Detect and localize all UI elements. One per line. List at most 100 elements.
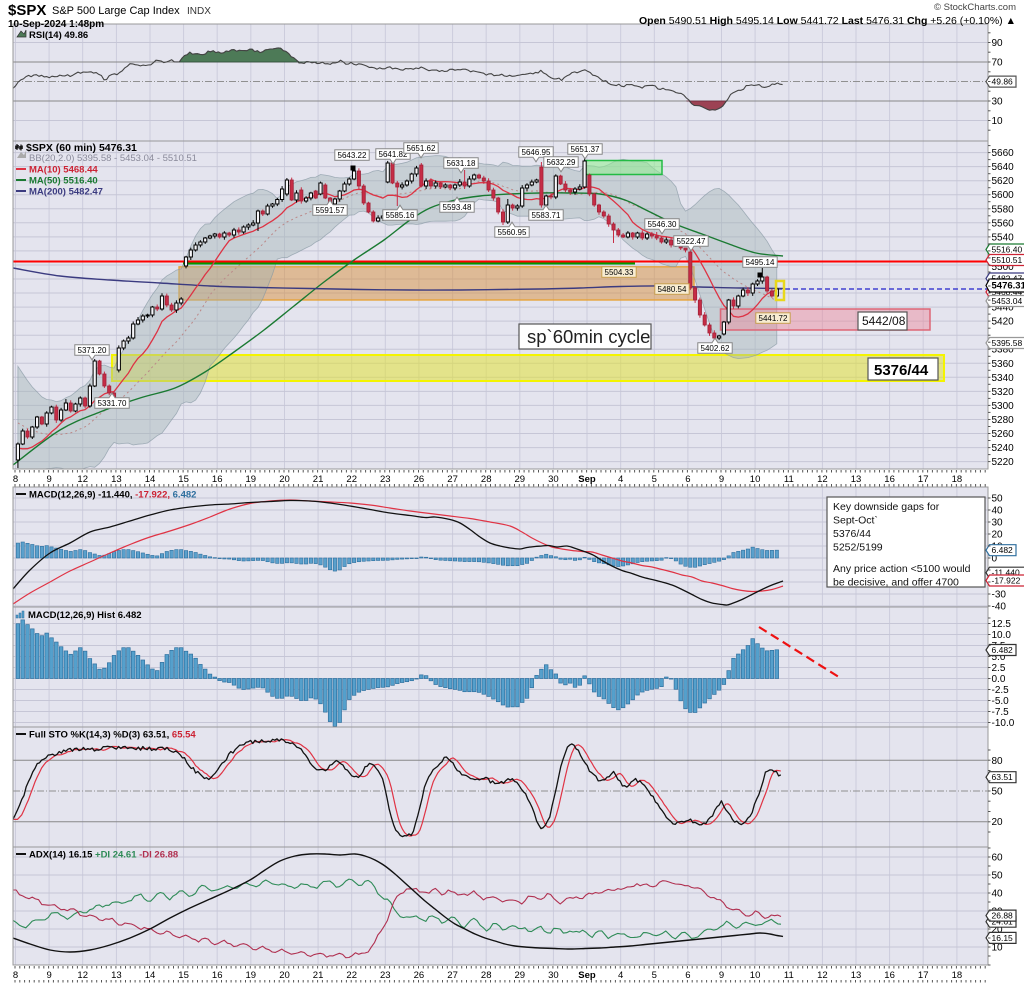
svg-text:0.0: 0.0 [992, 674, 1006, 685]
svg-text:-40: -40 [992, 602, 1007, 613]
svg-text:5560.95: 5560.95 [498, 228, 527, 237]
svg-text:80: 80 [992, 756, 1004, 767]
svg-text:5376/44: 5376/44 [833, 528, 871, 540]
svg-text:5540: 5540 [992, 232, 1015, 243]
svg-text:ADX(14) 16.15 +DI 24.61 -DI 26: ADX(14) 16.15 +DI 24.61 -DI 26.88 [29, 850, 178, 861]
svg-text:70: 70 [992, 58, 1004, 69]
svg-text:5585.16: 5585.16 [386, 211, 415, 220]
svg-text:5: 5 [652, 474, 657, 485]
svg-text:-7.5: -7.5 [992, 707, 1010, 718]
svg-text:BB(20,2.0) 5395.58 - 5453.04 -: BB(20,2.0) 5395.58 - 5453.04 - 5510.51 [29, 153, 197, 164]
svg-text:40: 40 [992, 506, 1004, 517]
svg-text:17: 17 [918, 970, 929, 981]
svg-text:5660: 5660 [992, 148, 1015, 159]
svg-text:-17.922: -17.922 [992, 576, 1021, 586]
svg-text:$SPX: $SPX [8, 2, 46, 19]
svg-text:5: 5 [652, 970, 657, 981]
svg-text:5583.71: 5583.71 [532, 211, 561, 220]
svg-text:30: 30 [992, 97, 1004, 108]
svg-text:5331.70: 5331.70 [98, 399, 127, 408]
svg-text:12: 12 [77, 970, 88, 981]
svg-text:5260: 5260 [992, 429, 1015, 440]
svg-text:5651.62: 5651.62 [407, 144, 436, 153]
svg-text:13: 13 [111, 474, 122, 485]
svg-text:Sept-Oct`: Sept-Oct` [833, 515, 878, 527]
svg-text:30: 30 [548, 970, 559, 981]
svg-text:5395.58: 5395.58 [992, 338, 1023, 348]
svg-text:29: 29 [515, 474, 526, 485]
svg-text:Open 5490.51 High 5495.14 Low: Open 5490.51 High 5495.14 Low 5441.72 La… [639, 15, 1016, 27]
svg-text:RSI(14) 49.86: RSI(14) 49.86 [29, 30, 88, 41]
svg-text:MA(200) 5482.47: MA(200) 5482.47 [29, 187, 103, 198]
svg-text:5504.33: 5504.33 [605, 268, 634, 277]
svg-text:Key downside gaps for: Key downside gaps for [833, 501, 940, 513]
svg-text:11: 11 [784, 970, 794, 981]
svg-text:50: 50 [992, 787, 1004, 798]
svg-text:17: 17 [918, 474, 929, 485]
svg-text:5631.18: 5631.18 [447, 159, 476, 168]
svg-text:5495.14: 5495.14 [746, 258, 775, 267]
svg-text:28: 28 [481, 970, 492, 981]
svg-text:16: 16 [884, 474, 895, 485]
svg-text:9: 9 [46, 970, 51, 981]
svg-text:12: 12 [77, 474, 88, 485]
svg-text:13: 13 [851, 970, 862, 981]
svg-text:9: 9 [46, 474, 51, 485]
svg-text:5546.30: 5546.30 [648, 220, 677, 229]
svg-text:6: 6 [685, 474, 690, 485]
svg-text:© StockCharts.com: © StockCharts.com [934, 2, 1016, 13]
svg-text:20: 20 [992, 530, 1004, 541]
svg-text:5620: 5620 [992, 176, 1015, 187]
svg-text:16.15: 16.15 [992, 933, 1014, 943]
svg-text:6.482: 6.482 [992, 645, 1014, 655]
svg-text:22: 22 [346, 970, 357, 981]
svg-text:5280: 5280 [992, 415, 1015, 426]
svg-text:5453.04: 5453.04 [992, 296, 1023, 306]
svg-text:16: 16 [884, 970, 895, 981]
svg-text:19: 19 [246, 970, 257, 981]
svg-text:50: 50 [992, 494, 1004, 505]
svg-text:Sep: Sep [578, 970, 596, 981]
svg-text:be decisive, and offer 4700: be decisive, and offer 4700 [833, 577, 959, 589]
svg-text:-5.0: -5.0 [992, 696, 1010, 707]
svg-text:5240: 5240 [992, 443, 1015, 454]
svg-text:2.5: 2.5 [992, 663, 1006, 674]
svg-text:5376/44: 5376/44 [874, 362, 929, 379]
svg-text:-2.5: -2.5 [992, 685, 1010, 696]
svg-text:12: 12 [817, 474, 828, 485]
svg-text:19: 19 [246, 474, 257, 485]
svg-text:5320: 5320 [992, 387, 1015, 398]
svg-text:5580: 5580 [992, 204, 1015, 215]
svg-text:16: 16 [212, 474, 223, 485]
svg-text:20: 20 [279, 970, 290, 981]
svg-text:5360: 5360 [992, 359, 1015, 370]
svg-text:10.0: 10.0 [992, 630, 1012, 641]
svg-text:5560: 5560 [992, 218, 1015, 229]
svg-text:10: 10 [750, 970, 761, 981]
svg-text:29: 29 [515, 970, 526, 981]
svg-text:5371.20: 5371.20 [78, 346, 107, 355]
svg-text:4: 4 [618, 474, 623, 485]
svg-text:5593.48: 5593.48 [443, 203, 472, 212]
svg-text:5420: 5420 [992, 317, 1015, 328]
svg-text:13: 13 [111, 970, 122, 981]
svg-text:5632.29: 5632.29 [547, 158, 576, 167]
svg-text:9: 9 [719, 970, 724, 981]
svg-text:8: 8 [13, 970, 18, 981]
svg-text:30: 30 [992, 518, 1004, 529]
svg-text:5402.62: 5402.62 [701, 344, 730, 353]
svg-text:5480.54: 5480.54 [658, 285, 687, 294]
svg-text:27: 27 [447, 970, 458, 981]
svg-text:26.88: 26.88 [992, 911, 1014, 921]
svg-text:26: 26 [414, 970, 425, 981]
svg-text:5510.51: 5510.51 [992, 255, 1023, 265]
svg-text:5252/5199: 5252/5199 [833, 542, 883, 554]
svg-text:S&P 500 Large Cap Index: S&P 500 Large Cap Index [52, 5, 180, 17]
svg-text:5220: 5220 [992, 457, 1015, 468]
svg-text:26: 26 [414, 474, 425, 485]
svg-text:5340: 5340 [992, 373, 1015, 384]
svg-text:20: 20 [279, 474, 290, 485]
svg-text:40: 40 [992, 889, 1004, 900]
svg-text:23: 23 [380, 970, 391, 981]
svg-text:23: 23 [380, 474, 391, 485]
